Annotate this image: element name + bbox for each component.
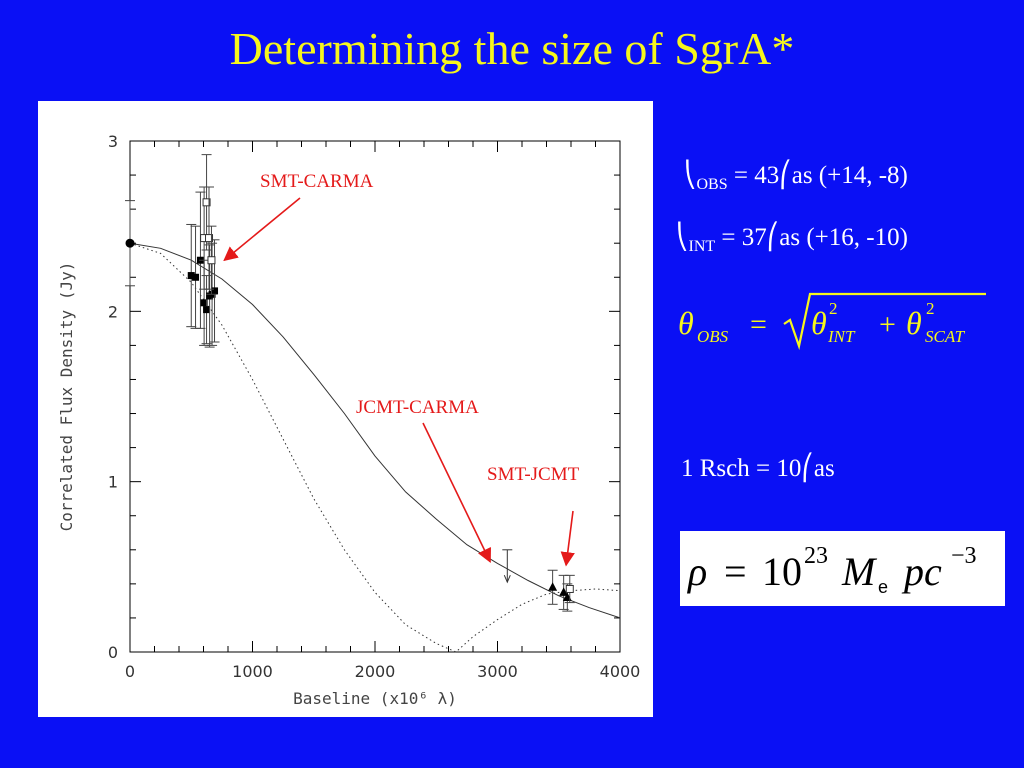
density-pc-exponent: −3	[951, 543, 977, 569]
plot-panel: 0 1000 2000 3000 4000 0 1 2 3 Baseline (x10⁶ λ) Co…	[38, 101, 653, 717]
x-axis-label: Baseline (x10⁶ λ)	[293, 689, 457, 708]
upper-limit-head	[503, 574, 511, 584]
model-curve-dotted	[129, 242, 621, 653]
y-axis-label: Correlated Flux Density (Jy)	[57, 262, 76, 532]
quadrature-formula: θ OBS = θ 2 INT + θ 2 SCAT	[676, 286, 996, 356]
y-tick-label: 0	[108, 643, 118, 662]
x-tick-label: 3000	[477, 662, 518, 681]
formula-lhs-theta: θ	[678, 305, 694, 341]
theta-obs-symbol: ⎝	[684, 162, 697, 189]
density-mass-symbol: M	[841, 549, 878, 594]
y-tick-label: 2	[108, 302, 118, 321]
annotation-label: SMT-JCMT	[487, 464, 580, 485]
formula-equals: =	[750, 308, 767, 341]
density-exponent: 23	[804, 543, 828, 569]
theta-obs-value: = 43⎛as (+14, -8)	[727, 162, 908, 189]
x-tick-label: 4000	[600, 662, 641, 681]
formula-t1-sub: INT	[827, 327, 856, 346]
theta-int-symbol: ⎝	[676, 224, 689, 251]
formula-t1-theta: θ	[811, 305, 827, 341]
data-point-square	[187, 272, 195, 280]
formula-plus: +	[879, 308, 896, 341]
theta-int-value: = 37⎛as (+16, -10)	[715, 224, 908, 251]
theta-int-line: ⎝INT = 37⎛as (+16, -10)	[676, 222, 908, 255]
annotation-arrow	[223, 197, 301, 262]
data-point-open-square	[565, 584, 574, 593]
theta-obs-subscript: OBS	[696, 176, 728, 193]
formula-t2-sub: SCAT	[925, 327, 966, 346]
y-tick-label: 1	[108, 473, 118, 492]
density-base: 10	[762, 549, 802, 594]
density-rho: ρ	[686, 549, 707, 594]
annotation-label: JCMT-CARMA	[356, 397, 479, 418]
density-mass-sub: e	[878, 577, 888, 597]
annotation-arrow	[560, 510, 575, 567]
formula-t1-sup: 2	[829, 299, 838, 318]
data-point-open-square	[205, 234, 214, 243]
data-point-square	[211, 287, 219, 295]
slide-title: Determining the size of SgrA*	[229, 23, 795, 74]
annotation-label: SMT-CARMA	[260, 171, 374, 192]
formula-t2-theta: θ	[906, 305, 922, 341]
data-point-open-square	[207, 256, 216, 265]
density-pc: pc	[901, 549, 942, 594]
x-tick-label: 0	[125, 662, 135, 681]
annotation-arrow	[422, 422, 491, 564]
data-point-triangle	[559, 587, 569, 596]
data-point-square	[192, 273, 200, 281]
data-point-triangle	[548, 582, 558, 591]
theta-int-subscript: INT	[688, 238, 716, 255]
x-tick-label: 2000	[355, 662, 396, 681]
formula-lhs-sub: OBS	[697, 327, 729, 346]
theta-obs-line: ⎝OBS = 43⎛as (+14, -8)	[684, 160, 908, 193]
density-formula-box: ρ = 10 23 M e pc −3	[680, 531, 1005, 606]
density-equals: =	[724, 549, 747, 594]
data-point-square	[200, 299, 208, 307]
formula-t2-sup: 2	[926, 299, 935, 318]
flux-vs-baseline-chart: 0 1000 2000 3000 4000 0 1 2 3 Baseline (x10⁶ λ) Co…	[57, 132, 641, 708]
rsch-line: 1 Rsch = 10⎛as	[681, 455, 835, 482]
y-tick-label: 3	[108, 132, 118, 151]
x-tick-label: 1000	[232, 662, 273, 681]
sqrt-sign	[783, 292, 986, 351]
data-point-open-square	[202, 198, 211, 207]
data-point-circle	[125, 238, 135, 248]
data-point-square	[203, 306, 211, 314]
